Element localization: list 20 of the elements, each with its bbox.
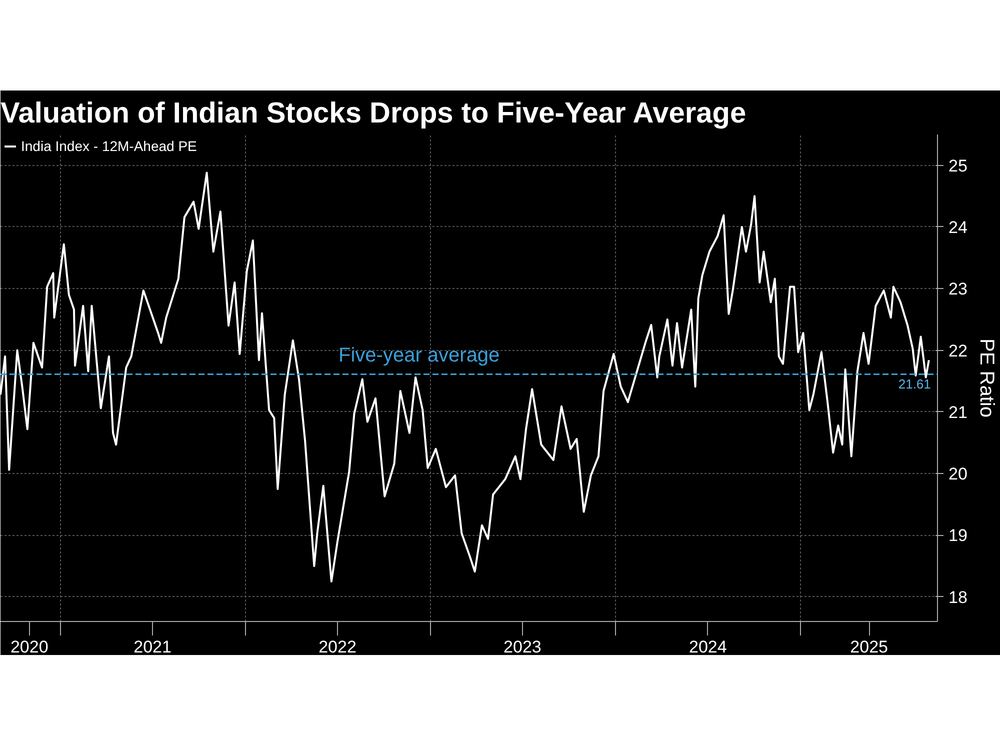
x-tick-label: 2023 <box>504 638 542 656</box>
y-tick-label: 18 <box>948 588 968 607</box>
y-tick-label: 22 <box>948 341 968 360</box>
y-tick-label: 21 <box>948 402 968 422</box>
x-tick-label: 2025 <box>850 638 888 656</box>
y-axis-title: PE Ratio <box>975 338 998 418</box>
x-tick-label: 2024 <box>689 638 727 656</box>
x-tick-label: 2022 <box>318 638 356 656</box>
y-tick-label: 23 <box>948 280 968 299</box>
y-tick-label: 20 <box>948 464 968 484</box>
line-series <box>0 172 930 582</box>
chart-title: Valuation of Indian Stocks Drops to Five-Year Average <box>0 98 746 130</box>
y-tick-label: 25 <box>948 156 968 176</box>
ref-line-label: Five-year average <box>338 344 500 366</box>
y-tick-label: 19 <box>948 526 968 546</box>
x-tick-label: 2020 <box>10 638 48 656</box>
annotation: 21.61 <box>898 376 931 392</box>
y-tick-label: 24 <box>948 218 968 237</box>
legend-label: India Index - 12M-Ahead PE <box>21 138 197 154</box>
x-tick-label: 2021 <box>134 638 172 656</box>
